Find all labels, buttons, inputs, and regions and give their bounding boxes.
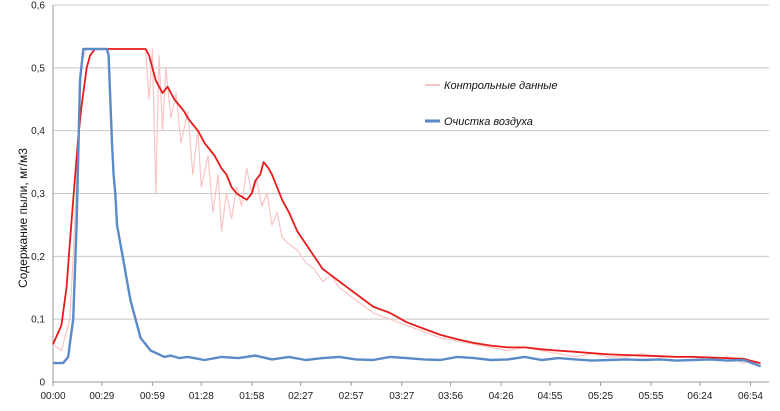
legend-label-air: Очистка воздуха (444, 116, 533, 128)
x-tick-label: 00:29 (89, 391, 114, 402)
x-tick-label: 04:26 (489, 391, 514, 402)
y-tick-label: 0,2 (31, 252, 45, 263)
x-tick-label: 05:55 (639, 391, 664, 402)
x-tick-label: 00:00 (40, 391, 65, 402)
x-tick-label: 03:56 (438, 391, 463, 402)
x-tick-label: 02:57 (339, 391, 364, 402)
x-tick-label: 06:54 (738, 391, 763, 402)
x-tick-label: 02:27 (288, 391, 313, 402)
y-tick-label: 0,1 (31, 315, 45, 326)
x-tick-label: 04:55 (537, 391, 562, 402)
y-axis-ticks: 0 0,1 0,2 0,3 0,4 0,5 0,6 (31, 1, 45, 389)
x-tick-label: 00:59 (140, 391, 165, 402)
y-tick-label: 0,6 (31, 1, 45, 12)
series-line-control-smoothed (52, 48, 761, 364)
x-tick-label: 05:25 (588, 391, 613, 402)
x-tick-label: 01:28 (189, 391, 214, 402)
x-tick-label: 03:27 (389, 391, 414, 402)
legend-label-control: Контрольные данные (444, 80, 558, 92)
y-tick-label: 0 (39, 378, 45, 389)
y-axis-label: Содержание пыли, мг/м3 (16, 148, 30, 288)
x-tick-label: 06:24 (687, 391, 712, 402)
series-lines (52, 47, 762, 368)
y-tick-label: 0,5 (31, 63, 45, 74)
x-axis-ticks: 00:00 00:29 00:59 01:28 01:58 02:27 02:57 03:27… (40, 382, 763, 402)
series-line-air-cleaning (53, 47, 762, 368)
y-tick-label: 0,3 (31, 189, 45, 200)
x-tick-label: 01:58 (239, 391, 264, 402)
y-tick-label: 0,4 (31, 126, 45, 137)
grid (52, 4, 769, 383)
legend: Контрольные данные Очистка воздуха (425, 80, 558, 128)
